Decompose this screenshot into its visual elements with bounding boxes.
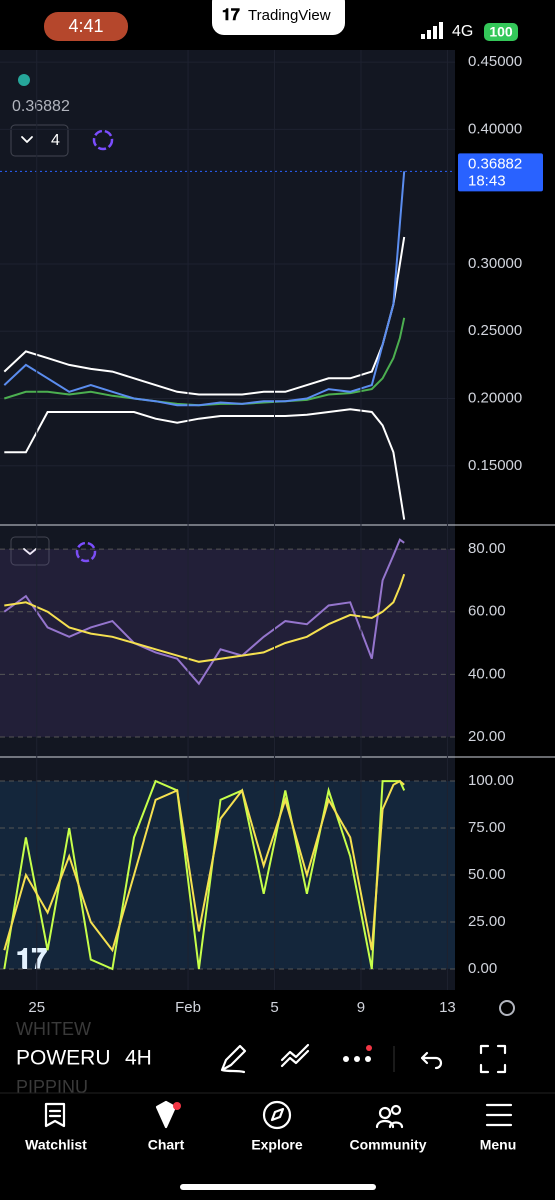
x-tick-label: Feb — [175, 999, 201, 1016]
y-tick-label: 0.00 — [468, 960, 497, 977]
x-tick-label: 25 — [28, 999, 45, 1016]
app-name: TradingView — [248, 7, 331, 24]
watchlist-icon[interactable] — [44, 1102, 66, 1128]
sync-icon[interactable] — [92, 129, 114, 151]
compass — [270, 1107, 285, 1122]
community-icon[interactable] — [375, 1104, 404, 1129]
price-label-bg — [458, 153, 543, 192]
sync-icon[interactable] — [75, 541, 97, 563]
symbol-above: WHITEW — [16, 1019, 91, 1039]
settings-icon[interactable] — [499, 1000, 515, 1016]
y-tick-label: 0.20000 — [468, 389, 522, 406]
y-tick-label: 75.00 — [468, 819, 506, 836]
network: 4G — [452, 23, 473, 40]
more-icon[interactable] — [343, 1045, 372, 1062]
app-tab — [212, 0, 345, 35]
countdown: 18:43 — [468, 172, 506, 189]
y-tick-label: 20.00 — [468, 728, 506, 745]
tv-logo: 𝟏𝟕 — [222, 7, 240, 24]
nav-label: Chart — [148, 1137, 185, 1153]
home-indicator — [180, 1184, 376, 1190]
series-line — [3, 779, 405, 953]
symbol-below: PIPPINU — [16, 1077, 88, 1097]
indicator-toggle[interactable] — [10, 124, 69, 157]
battery — [484, 23, 518, 41]
undo-icon[interactable] — [420, 1051, 443, 1070]
x-tick-label: 5 — [270, 999, 278, 1016]
explore-icon[interactable] — [262, 1100, 292, 1130]
series-line — [3, 538, 405, 686]
series-line — [3, 171, 406, 407]
indicator-count: 4 — [51, 132, 60, 149]
header-price: 0.36882 — [12, 98, 70, 115]
y-tick-label: 25.00 — [468, 913, 506, 930]
series-line — [4, 573, 406, 663]
y-tick-label: 50.00 — [468, 866, 506, 883]
nav-label: Explore — [251, 1137, 303, 1153]
symbol[interactable]: POWERU — [16, 1047, 111, 1070]
x-tick-label: 9 — [357, 999, 365, 1016]
chevron — [21, 136, 33, 143]
y-tick-label: 0.40000 — [468, 120, 522, 137]
nav-label: Watchlist — [25, 1137, 87, 1153]
y-tick-label: 40.00 — [468, 665, 506, 682]
nav-label: Menu — [480, 1137, 517, 1153]
y-tick-label: 100.00 — [468, 772, 514, 789]
price-label: 0.36882 — [468, 155, 522, 172]
y-tick-label: 60.00 — [468, 603, 506, 620]
series-line — [3, 236, 406, 396]
y-tick-label: 80.00 — [468, 540, 506, 557]
time-pill — [44, 12, 128, 41]
y-tick-label: 0.15000 — [468, 457, 522, 474]
menu-icon[interactable] — [485, 1103, 513, 1127]
badge — [173, 1102, 181, 1110]
battery-level: 100 — [489, 24, 513, 40]
series-line — [4, 408, 406, 520]
y-tick-label: 0.45000 — [468, 53, 522, 70]
indicators-icon[interactable] — [280, 1043, 310, 1068]
nav-label: Community — [350, 1137, 427, 1153]
fullscreen-icon[interactable] — [479, 1044, 507, 1074]
interval[interactable]: 4H — [125, 1047, 152, 1070]
x-tick-label: 13 — [439, 999, 456, 1016]
y-tick-label: 0.30000 — [468, 255, 522, 272]
draw-icon[interactable] — [220, 1044, 247, 1074]
chevron — [23, 548, 37, 555]
rsi-toggle[interactable] — [10, 536, 50, 566]
status-dot — [18, 74, 30, 86]
clock: 4:41 — [68, 16, 103, 36]
signal — [421, 22, 443, 39]
band-fill — [0, 549, 455, 737]
y-tick-label: 0.25000 — [468, 322, 522, 339]
